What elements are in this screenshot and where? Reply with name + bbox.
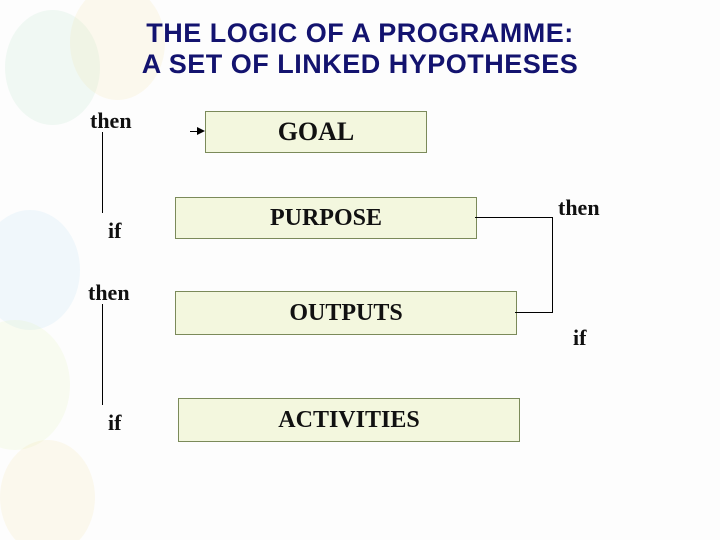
box-goal-label: GOAL [278,117,355,147]
arrowhead-goal [197,127,205,135]
slide-title: THE LOGIC OF A PROGRAMME: A SET OF LINKE… [0,18,720,80]
label-if-ml: if [108,218,121,244]
box-activities-label: ACTIVITIES [278,407,419,434]
box-outputs-label: OUTPUTS [289,300,402,327]
title-line1: THE LOGIC OF A PROGRAMME: [146,18,573,48]
box-purpose-label: PURPOSE [270,205,382,232]
balloon-deco [0,320,70,450]
title-line2: A SET OF LINKED HYPOTHESES [142,49,579,79]
connector-right-top-h [475,217,552,218]
label-then-tl: then [90,108,132,134]
diagram-stage: THE LOGIC OF A PROGRAMME: A SET OF LINKE… [0,0,720,540]
connector-left-upper-v [102,132,103,213]
box-outputs: OUTPUTS [175,291,517,335]
box-purpose: PURPOSE [175,197,477,239]
box-goal: GOAL [205,111,427,153]
balloon-deco [0,210,80,330]
connector-right-bot-h [515,312,552,313]
balloon-deco [0,440,95,540]
label-then-ml: then [88,280,130,306]
box-activities: ACTIVITIES [178,398,520,442]
label-if-bl: if [108,410,121,436]
connector-left-lower-v [102,304,103,405]
label-if-br: if [573,325,586,351]
label-then-tr: then [558,195,600,221]
connector-right-v [552,217,553,313]
